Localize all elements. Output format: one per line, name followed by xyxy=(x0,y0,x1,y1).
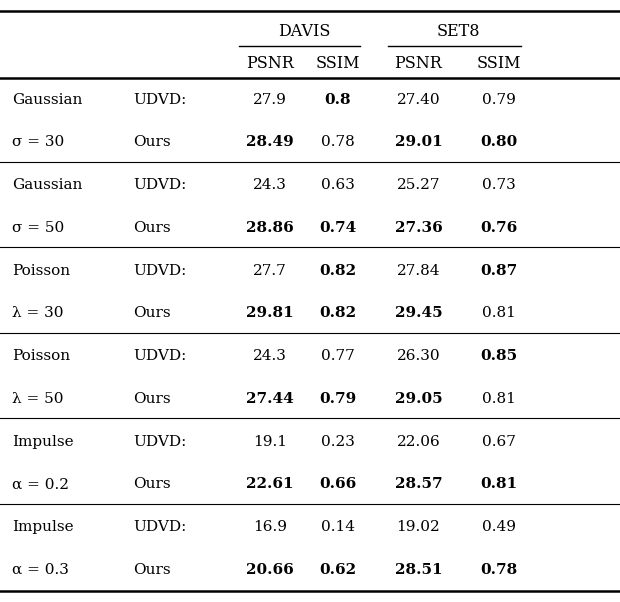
Text: Ours: Ours xyxy=(133,306,171,320)
Text: λ = 30: λ = 30 xyxy=(12,306,64,320)
Text: 26.30: 26.30 xyxy=(397,349,440,363)
Text: Impulse: Impulse xyxy=(12,520,74,534)
Text: Ours: Ours xyxy=(133,135,171,149)
Text: 0.62: 0.62 xyxy=(319,563,356,577)
Text: 0.23: 0.23 xyxy=(321,435,355,448)
Text: 0.81: 0.81 xyxy=(482,306,516,320)
Text: PSNR: PSNR xyxy=(394,55,443,72)
Text: 27.7: 27.7 xyxy=(253,264,286,278)
Text: 27.40: 27.40 xyxy=(397,93,440,107)
Text: 19.02: 19.02 xyxy=(397,520,440,534)
Text: 0.8: 0.8 xyxy=(325,93,351,107)
Text: 0.78: 0.78 xyxy=(321,135,355,149)
Text: 0.81: 0.81 xyxy=(482,392,516,406)
Text: 0.49: 0.49 xyxy=(482,520,516,534)
Text: SSIM: SSIM xyxy=(316,55,360,72)
Text: 0.78: 0.78 xyxy=(480,563,518,577)
Text: SET8: SET8 xyxy=(437,23,480,40)
Text: λ = 50: λ = 50 xyxy=(12,392,64,406)
Text: 16.9: 16.9 xyxy=(253,520,286,534)
Text: 28.51: 28.51 xyxy=(395,563,442,577)
Text: 29.05: 29.05 xyxy=(395,392,442,406)
Text: Ours: Ours xyxy=(133,392,171,406)
Text: 29.01: 29.01 xyxy=(394,135,443,149)
Text: 0.80: 0.80 xyxy=(480,135,518,149)
Text: 22.06: 22.06 xyxy=(397,435,440,448)
Text: UDVD:: UDVD: xyxy=(133,264,187,278)
Text: Gaussian: Gaussian xyxy=(12,93,83,107)
Text: 24.3: 24.3 xyxy=(253,349,286,363)
Text: σ = 30: σ = 30 xyxy=(12,135,64,149)
Text: 27.84: 27.84 xyxy=(397,264,440,278)
Text: 20.66: 20.66 xyxy=(246,563,294,577)
Text: 25.27: 25.27 xyxy=(397,178,440,192)
Text: 29.81: 29.81 xyxy=(246,306,294,320)
Text: 0.74: 0.74 xyxy=(319,221,356,235)
Text: Ours: Ours xyxy=(133,221,171,235)
Text: DAVIS: DAVIS xyxy=(278,23,330,40)
Text: Poisson: Poisson xyxy=(12,349,71,363)
Text: α = 0.2: α = 0.2 xyxy=(12,477,69,491)
Text: 0.14: 0.14 xyxy=(321,520,355,534)
Text: 0.79: 0.79 xyxy=(319,392,356,406)
Text: 0.73: 0.73 xyxy=(482,178,516,192)
Text: 27.9: 27.9 xyxy=(253,93,286,107)
Text: 28.49: 28.49 xyxy=(246,135,294,149)
Text: 0.77: 0.77 xyxy=(321,349,355,363)
Text: 24.3: 24.3 xyxy=(253,178,286,192)
Text: 0.79: 0.79 xyxy=(482,93,516,107)
Text: Gaussian: Gaussian xyxy=(12,178,83,192)
Text: α = 0.3: α = 0.3 xyxy=(12,563,69,577)
Text: UDVD:: UDVD: xyxy=(133,178,187,192)
Text: 0.82: 0.82 xyxy=(319,306,356,320)
Text: Impulse: Impulse xyxy=(12,435,74,448)
Text: 27.44: 27.44 xyxy=(246,392,294,406)
Text: 29.45: 29.45 xyxy=(395,306,442,320)
Text: 0.63: 0.63 xyxy=(321,178,355,192)
Text: 28.57: 28.57 xyxy=(395,477,442,491)
Text: UDVD:: UDVD: xyxy=(133,349,187,363)
Text: Ours: Ours xyxy=(133,563,171,577)
Text: SSIM: SSIM xyxy=(477,55,521,72)
Text: UDVD:: UDVD: xyxy=(133,520,187,534)
Text: σ = 50: σ = 50 xyxy=(12,221,64,235)
Text: UDVD:: UDVD: xyxy=(133,435,187,448)
Text: 0.82: 0.82 xyxy=(319,264,356,278)
Text: 0.81: 0.81 xyxy=(480,477,518,491)
Text: 0.87: 0.87 xyxy=(480,264,518,278)
Text: 0.76: 0.76 xyxy=(480,221,518,235)
Text: Ours: Ours xyxy=(133,477,171,491)
Text: 0.66: 0.66 xyxy=(319,477,356,491)
Text: UDVD:: UDVD: xyxy=(133,93,187,107)
Text: Poisson: Poisson xyxy=(12,264,71,278)
Text: 22.61: 22.61 xyxy=(246,477,293,491)
Text: 27.36: 27.36 xyxy=(394,221,443,235)
Text: 19.1: 19.1 xyxy=(253,435,286,448)
Text: PSNR: PSNR xyxy=(246,55,294,72)
Text: 0.67: 0.67 xyxy=(482,435,516,448)
Text: 28.86: 28.86 xyxy=(246,221,294,235)
Text: 0.85: 0.85 xyxy=(480,349,518,363)
